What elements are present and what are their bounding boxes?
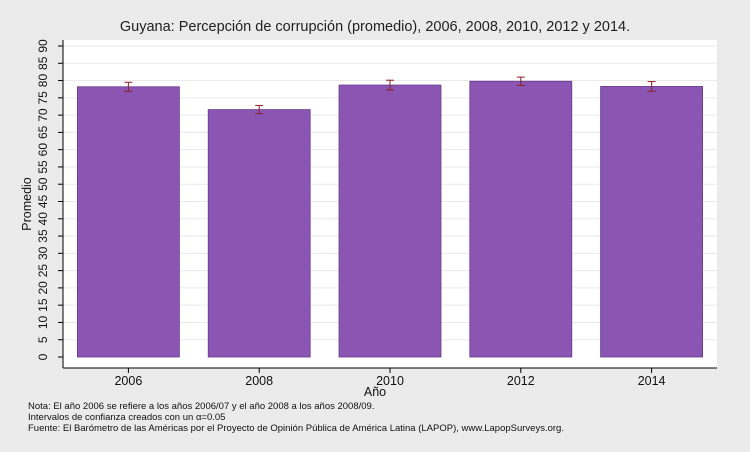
note-confidence: Intervalos de confianza creados con un α… <box>28 412 226 423</box>
y-tick-label: 20 <box>36 281 50 295</box>
y-tick-label: 50 <box>36 177 50 191</box>
y-ticks: 0 5 10 15 20 25 30 35 40 45 50 55 60 65 70 75 80 85 90 <box>36 39 63 360</box>
bar-2012 <box>469 80 573 358</box>
y-tick-label: 85 <box>36 56 50 70</box>
x-tick-label: 2008 <box>245 374 273 388</box>
y-tick-label: 90 <box>36 39 50 53</box>
x-tick-label: 2014 <box>638 374 666 388</box>
y-tick-label: 35 <box>36 229 50 243</box>
note-years: Nota: El año 2006 se refiere a los años … <box>28 401 375 412</box>
y-tick-label: 0 <box>36 353 50 360</box>
bar-2008 <box>207 109 311 358</box>
y-tick-label: 15 <box>36 298 50 312</box>
x-ticks: 2006 2008 2010 2012 2014 <box>114 368 666 388</box>
y-tick-label: 70 <box>36 108 50 122</box>
x-axis-label: Año <box>364 385 386 399</box>
y-axis-label: Promedio <box>20 177 34 231</box>
y-tick-label: 30 <box>36 246 50 260</box>
x-tick-label: 2010 <box>376 374 404 388</box>
y-tick-label: 5 <box>36 336 50 343</box>
y-tick-label: 80 <box>36 74 50 88</box>
bar-2006 <box>77 86 180 358</box>
y-tick-label: 25 <box>36 264 50 278</box>
x-tick-label: 2006 <box>114 374 142 388</box>
y-tick-label: 75 <box>36 91 50 105</box>
y-tick-label: 45 <box>36 195 50 209</box>
bar-2010 <box>338 84 442 358</box>
y-tick-label: 55 <box>36 160 50 174</box>
y-tick-label: 40 <box>36 212 50 226</box>
x-tick-label: 2012 <box>507 374 535 388</box>
note-source: Fuente: El Barómetro de las Américas por… <box>28 423 564 434</box>
y-tick-label: 10 <box>36 315 50 329</box>
bar-2014 <box>600 86 703 358</box>
y-tick-label: 65 <box>36 125 50 139</box>
chart-title: Guyana: Percepción de corrupción (promed… <box>120 19 630 35</box>
y-tick-label: 60 <box>36 143 50 157</box>
bars <box>77 80 703 358</box>
error-bars <box>124 76 656 115</box>
